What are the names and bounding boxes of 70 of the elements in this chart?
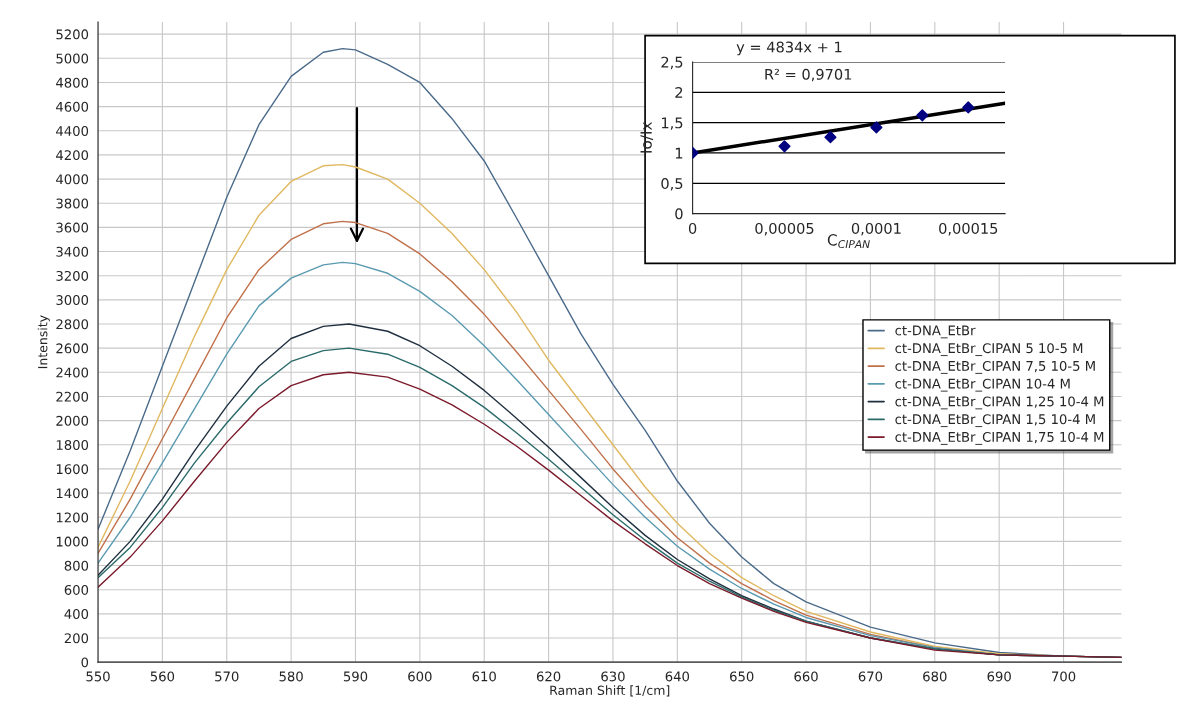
x-tick-label: 0,00015 xyxy=(939,222,998,236)
x-tick-label: 680 xyxy=(923,671,947,682)
y-tick-label: 4400 xyxy=(56,125,89,136)
x-tick-label: 580 xyxy=(279,671,303,682)
y-tick-label: 0 xyxy=(81,657,89,668)
y-tick-label: 0,5 xyxy=(661,177,683,191)
point xyxy=(962,101,975,114)
y-tick-label: 5000 xyxy=(56,53,89,64)
x-tick-label: 590 xyxy=(343,671,368,682)
y-tick-label: 3600 xyxy=(56,222,89,233)
y-tick-label: 400 xyxy=(64,609,89,620)
y-tick-label: 3800 xyxy=(56,198,89,209)
y-tick-label: 5200 xyxy=(56,29,89,40)
y-tick-label: 4600 xyxy=(56,101,89,112)
x-tick-label: 630 xyxy=(601,671,625,682)
x-tick-label: 610 xyxy=(472,671,496,682)
x-tick-label: 600 xyxy=(408,671,432,682)
y-tick-label: 4800 xyxy=(56,77,89,88)
x-tick-label: 620 xyxy=(536,671,561,682)
y-tick-label: 1000 xyxy=(56,536,89,547)
x-tick-label: 0,0001 xyxy=(851,222,901,236)
y-tick-label: 1800 xyxy=(56,439,89,450)
y-tick-label: 2800 xyxy=(56,319,89,330)
y-tick-label: 1 xyxy=(675,147,683,159)
y-tick-label: 1600 xyxy=(56,464,89,475)
y-tick-label: 4000 xyxy=(56,174,89,185)
y-tick-label: 1,5 xyxy=(661,117,683,130)
x-tick-label: 0,00005 xyxy=(755,222,814,236)
x-tick-label: 650 xyxy=(730,671,754,682)
y-tick-label: 2,5 xyxy=(661,56,683,70)
y-tick-label: 2200 xyxy=(56,391,89,402)
legend-label: ct-DNA_EtBr_CIPAN 7,5 10-5 M xyxy=(895,360,1095,374)
annotation: y = 4834x + 1 xyxy=(736,41,842,56)
legend-label: ct-DNA_EtBr_CIPAN 1,5 10-4 M xyxy=(895,414,1095,428)
y-tick-label: 1200 xyxy=(56,512,89,523)
y-tick-label: 4200 xyxy=(56,150,89,161)
legend-label: ct-DNA_EtBr_CIPAN 1,25 10-4 M xyxy=(895,396,1104,410)
point xyxy=(870,121,883,134)
y-tick-label: 600 xyxy=(64,584,89,595)
y-tick-label: 800 xyxy=(64,560,89,571)
x-tick-label: 690 xyxy=(987,671,1011,682)
legend-label: ct-DNA_EtBr_CIPAN 10-4 M xyxy=(895,378,1070,392)
y-tick-label: 3400 xyxy=(56,246,89,257)
point xyxy=(916,109,929,122)
y-axis-title: Intensity xyxy=(37,315,50,369)
x-tick-label: 560 xyxy=(150,671,175,682)
y-tick-label: 2400 xyxy=(56,367,89,378)
x-tick-label: 700 xyxy=(1052,671,1076,682)
y-tick-label: 3200 xyxy=(56,270,89,281)
y-tick-label: 2600 xyxy=(56,343,89,354)
point xyxy=(824,131,837,144)
x-tick-label: 670 xyxy=(858,671,883,682)
x-tick-label: 0 xyxy=(688,222,697,234)
annotation: R² = 0,9701 xyxy=(765,68,852,82)
x-tick-label: 640 xyxy=(665,671,690,682)
legend-label: ct-DNA_EtBr_CIPAN 5 10-5 M xyxy=(895,343,1083,357)
x-tick-label: 570 xyxy=(215,671,239,682)
y-tick-label: 0 xyxy=(675,208,683,220)
point xyxy=(778,140,791,153)
y-tick-label: 3000 xyxy=(56,295,89,306)
y-axis-title: Io/Ix xyxy=(640,122,654,153)
legend-label: ct-DNA_EtBr_CIPAN 1,75 10-4 M xyxy=(895,431,1104,445)
y-tick-label: 2 xyxy=(675,86,683,98)
y-tick-label: 200 xyxy=(64,633,89,644)
legend-label: ct-DNA_EtBr xyxy=(895,325,976,339)
x-tick-label: 550 xyxy=(86,671,110,682)
y-tick-label: 1400 xyxy=(56,488,89,499)
y-tick-label: 2000 xyxy=(56,415,89,426)
x-tick-label: 660 xyxy=(794,671,818,682)
x-axis-title: Raman Shift [1/cm] xyxy=(550,685,670,697)
